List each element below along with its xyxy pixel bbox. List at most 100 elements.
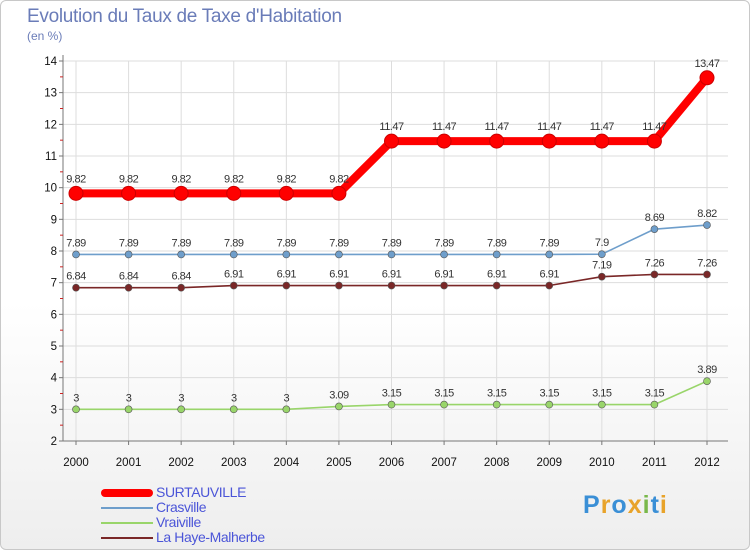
x-tick-label: 2001 bbox=[116, 457, 142, 469]
data-label: 3.15 bbox=[487, 388, 507, 400]
data-label: 3.15 bbox=[645, 388, 665, 400]
data-point bbox=[598, 250, 606, 258]
legend-label: Vraiville bbox=[156, 514, 201, 530]
legend-label: La Haye-Malherbe bbox=[156, 529, 265, 545]
data-label: 3.15 bbox=[382, 388, 402, 400]
data-point bbox=[282, 405, 291, 414]
data-point bbox=[72, 283, 80, 292]
y-tick-label: 10 bbox=[44, 183, 57, 195]
logo-letter: o bbox=[611, 491, 628, 519]
data-label: 13.47 bbox=[694, 58, 719, 70]
data-label: 7.89 bbox=[171, 237, 191, 249]
y-tick-label: 8 bbox=[51, 246, 57, 258]
data-label: 6.91 bbox=[434, 269, 454, 281]
y-tick-label: 14 bbox=[44, 56, 57, 68]
data-point bbox=[226, 185, 242, 201]
data-label: 8.82 bbox=[697, 208, 717, 220]
data-point bbox=[440, 400, 448, 409]
data-label: 6.91 bbox=[487, 269, 507, 281]
data-label: 7.89 bbox=[277, 237, 297, 249]
data-point bbox=[492, 250, 501, 259]
data-point bbox=[331, 185, 347, 201]
data-point bbox=[173, 185, 189, 201]
x-tick-label: 2006 bbox=[379, 457, 405, 469]
legend-swatch bbox=[101, 507, 153, 509]
data-point bbox=[124, 283, 133, 292]
data-point bbox=[440, 281, 448, 290]
y-tick-label: 11 bbox=[45, 151, 57, 163]
chart-title: Evolution du Taux de Taxe d'Habitation bbox=[27, 6, 342, 27]
data-label: 9.82 bbox=[329, 173, 349, 185]
logo-letter: i bbox=[659, 491, 668, 519]
data-label: 3 bbox=[284, 392, 290, 404]
data-point bbox=[177, 250, 185, 259]
data-label: 7.89 bbox=[382, 237, 402, 249]
data-label: 9.82 bbox=[66, 173, 86, 185]
data-label: 6.91 bbox=[329, 269, 349, 281]
y-tick-label: 4 bbox=[51, 373, 58, 385]
data-point bbox=[492, 281, 501, 290]
data-point bbox=[229, 250, 238, 259]
data-label: 6.84 bbox=[171, 271, 191, 283]
data-point bbox=[545, 281, 554, 290]
data-point bbox=[335, 281, 343, 290]
x-tick-label: 2000 bbox=[63, 457, 89, 469]
x-tick-label: 2012 bbox=[694, 457, 720, 469]
data-point bbox=[68, 185, 84, 201]
data-label: 3.89 bbox=[697, 364, 717, 376]
data-label: 9.82 bbox=[171, 173, 191, 185]
data-point bbox=[646, 133, 662, 149]
legend-swatch bbox=[101, 489, 153, 497]
data-point bbox=[121, 185, 137, 201]
data-point bbox=[282, 281, 291, 290]
data-label: 6.91 bbox=[277, 269, 297, 281]
x-tick-label: 2010 bbox=[589, 457, 615, 469]
data-point bbox=[387, 400, 396, 409]
y-tick-label: 7 bbox=[51, 278, 57, 290]
data-label: 9.82 bbox=[224, 173, 244, 185]
data-point bbox=[177, 283, 185, 292]
data-point bbox=[545, 400, 554, 409]
data-label: 11.47 bbox=[485, 121, 510, 133]
data-label: 7.89 bbox=[224, 237, 244, 249]
logo-letter: i bbox=[642, 491, 651, 519]
data-label: 3.15 bbox=[540, 388, 560, 400]
data-label: 11.47 bbox=[379, 121, 404, 133]
y-tick-label: 5 bbox=[51, 341, 57, 353]
data-point bbox=[436, 133, 452, 149]
data-label: 7.9 bbox=[595, 237, 609, 249]
data-point bbox=[489, 133, 505, 149]
y-tick-label: 2 bbox=[51, 436, 57, 448]
y-tick-label: 9 bbox=[51, 214, 57, 226]
data-point bbox=[124, 405, 133, 414]
y-tick-label: 3 bbox=[51, 404, 57, 416]
data-label: 11.47 bbox=[590, 121, 615, 133]
data-label: 7.89 bbox=[66, 237, 86, 249]
legend-label: SURTAUVILLE bbox=[156, 484, 247, 500]
data-label: 3 bbox=[73, 392, 79, 404]
data-point bbox=[229, 405, 238, 414]
data-label: 11.47 bbox=[642, 121, 667, 133]
data-point bbox=[594, 133, 610, 149]
data-label: 6.84 bbox=[66, 271, 86, 283]
x-tick-label: 2004 bbox=[274, 457, 300, 469]
x-tick-label: 2011 bbox=[642, 457, 667, 469]
data-label: 7.89 bbox=[487, 237, 507, 249]
x-tick-label: 2008 bbox=[484, 457, 510, 469]
logo-letter: P bbox=[583, 491, 601, 519]
data-label: 7.19 bbox=[592, 260, 612, 272]
data-point bbox=[541, 133, 557, 149]
data-point bbox=[387, 250, 396, 259]
data-label: 8.69 bbox=[645, 212, 665, 224]
data-label: 3 bbox=[178, 392, 184, 404]
data-point bbox=[278, 185, 294, 201]
data-label: 3.15 bbox=[592, 388, 612, 400]
x-tick-label: 2003 bbox=[221, 457, 247, 469]
data-label: 7.89 bbox=[119, 237, 139, 249]
data-label: 6.91 bbox=[382, 269, 402, 281]
data-label: 6.91 bbox=[224, 269, 244, 281]
data-point bbox=[703, 377, 711, 385]
data-label: 11.47 bbox=[432, 121, 457, 133]
